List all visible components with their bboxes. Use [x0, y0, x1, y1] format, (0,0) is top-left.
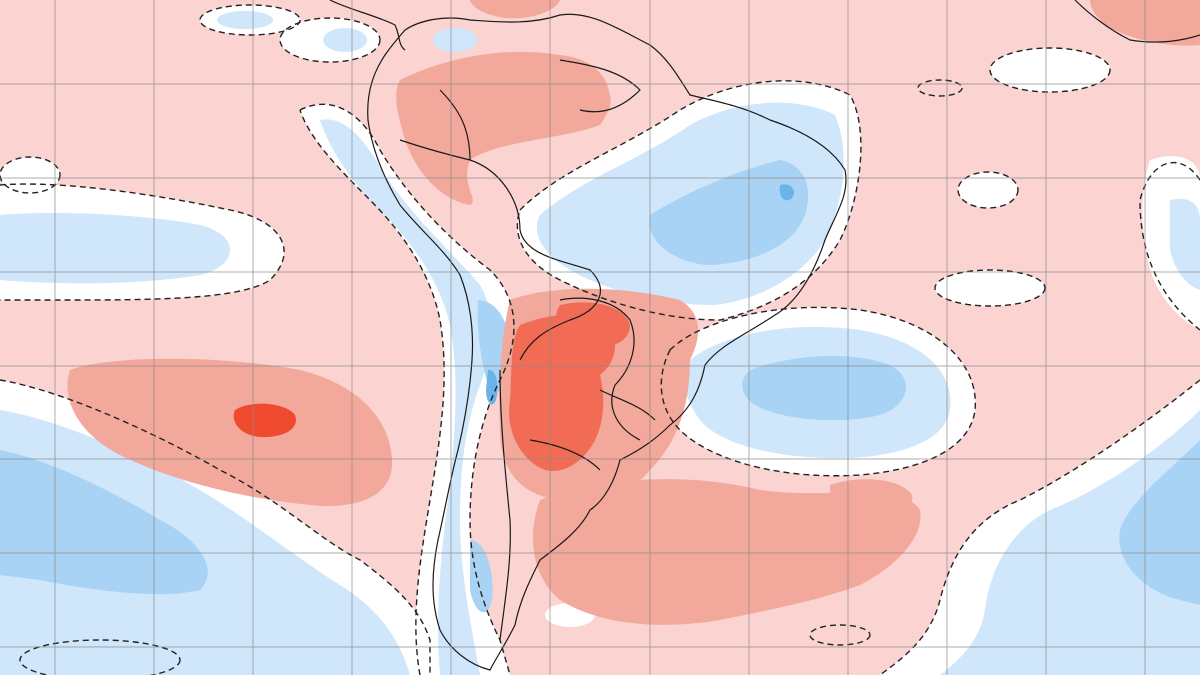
contour-south-atlantic	[660, 306, 976, 477]
contour-patch-4	[0, 156, 61, 194]
warm-strong-central-sa-north	[556, 302, 630, 349]
cool-moderate-south-atlantic	[742, 355, 907, 421]
warm-moderate-top-center	[470, 0, 560, 19]
border-6	[499, 369, 511, 641]
coastlines	[329, 0, 1200, 671]
warm-moderate-north-sa-east	[520, 75, 611, 130]
contour-patch-1	[989, 47, 1111, 93]
contour-se-pacific	[0, 379, 431, 675]
coastline-central-america	[329, 0, 406, 51]
neutral-patch-2	[935, 270, 1045, 306]
cool-strong-regions	[486, 184, 795, 405]
border-4	[529, 389, 656, 471]
coastline-africa-corner	[1074, 0, 1200, 43]
neutral-patch-1	[990, 48, 1110, 92]
contour-patch-5	[199, 4, 301, 36]
cool-moderate-brazil	[649, 160, 809, 265]
cool-moderate-se-atlantic	[1119, 440, 1200, 605]
warm-moderate-atlantic-east	[830, 479, 913, 530]
contour-patch-6	[279, 17, 381, 63]
neutral-band-andes	[300, 104, 514, 675]
border-2	[399, 89, 471, 161]
contour-patch-7	[19, 639, 181, 675]
warm-moderate-south-atlantic	[532, 479, 921, 625]
contour-andes	[299, 103, 515, 675]
cool-weak-patch-2	[323, 28, 367, 52]
neutral-patch-3	[958, 172, 1018, 208]
border-5	[559, 59, 641, 113]
cool-moderate-regions	[0, 160, 1200, 613]
cool-weak-ne-pacific	[0, 213, 230, 284]
cool-weak-se-atlantic	[940, 410, 1200, 675]
contour-ne-pacific	[0, 183, 285, 301]
cool-strong-andes	[486, 369, 498, 405]
cool-moderate-andes-south	[470, 540, 493, 613]
warm-extreme-regions	[233, 403, 296, 438]
cool-weak-se-pacific	[0, 410, 410, 675]
contour-se-atlantic	[879, 379, 1200, 675]
coastline-south-america	[367, 13, 847, 671]
warm-moderate-pacific-blob	[67, 358, 393, 506]
cool-weak-patch-1	[217, 11, 273, 29]
warm-strong-central-sa	[509, 314, 615, 471]
contour-patch-8	[917, 79, 963, 97]
cool-weak-far-right	[1170, 198, 1200, 290]
contour-patch-3	[957, 171, 1019, 209]
contour-patch-9	[809, 624, 871, 646]
warm-extreme-pacific-core	[233, 403, 296, 438]
border-1	[469, 159, 601, 361]
cool-weak-patch-3	[433, 28, 477, 52]
contour-brazil	[516, 80, 862, 321]
cool-moderate-se-pacific	[0, 450, 208, 595]
border-3	[559, 297, 641, 441]
warm-strong-regions	[509, 302, 630, 471]
cool-strong-brazil	[779, 184, 795, 201]
contour-patch-2	[934, 269, 1046, 307]
